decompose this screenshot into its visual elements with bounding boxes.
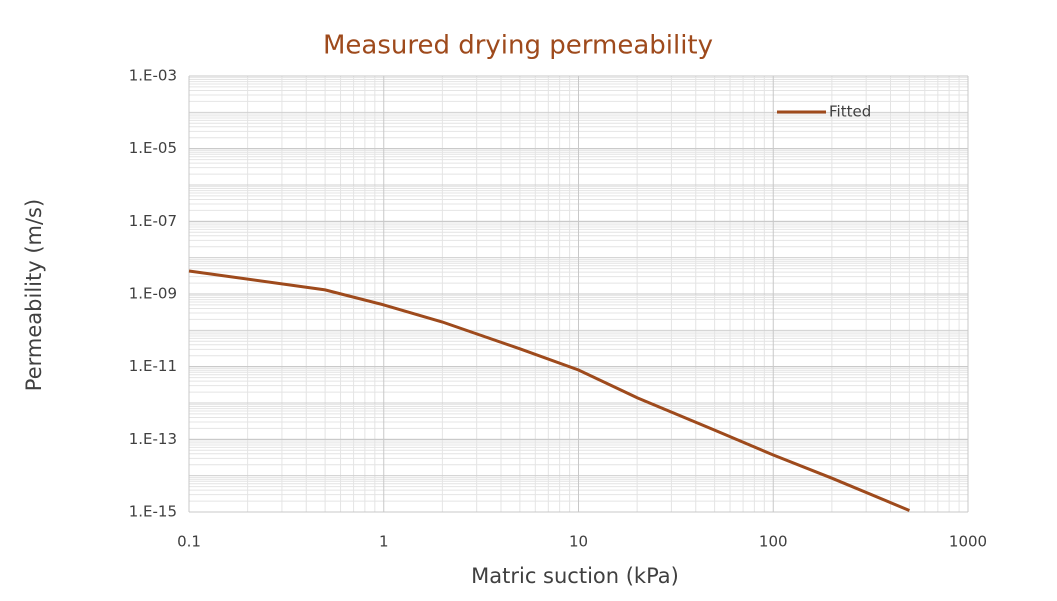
y-tick-label: 1.E-09 <box>129 285 177 303</box>
x-tick-label: 0.1 <box>177 533 201 551</box>
y-tick-label: 1.E-13 <box>129 430 177 448</box>
y-tick-label: 1.E-11 <box>129 357 177 375</box>
chart-title: Measured drying permeability <box>323 31 713 61</box>
x-tick-label: 1 <box>379 533 389 551</box>
x-tick-label: 1000 <box>949 533 987 551</box>
x-axis-title: Matric suction (kPa) <box>471 564 679 588</box>
x-tick-label: 10 <box>569 533 588 551</box>
y-tick-label: 1.E-07 <box>129 212 177 230</box>
legend-label: Fitted <box>829 103 871 121</box>
x-tick-label: 100 <box>759 533 788 551</box>
data-line <box>188 269 910 512</box>
y-axis-title: Permeability (m/s) <box>22 199 46 391</box>
y-tick-label: 1.E-03 <box>129 67 177 85</box>
y-tick-label: 1.E-15 <box>129 503 177 521</box>
y-tick-label: 1.E-05 <box>129 139 177 157</box>
